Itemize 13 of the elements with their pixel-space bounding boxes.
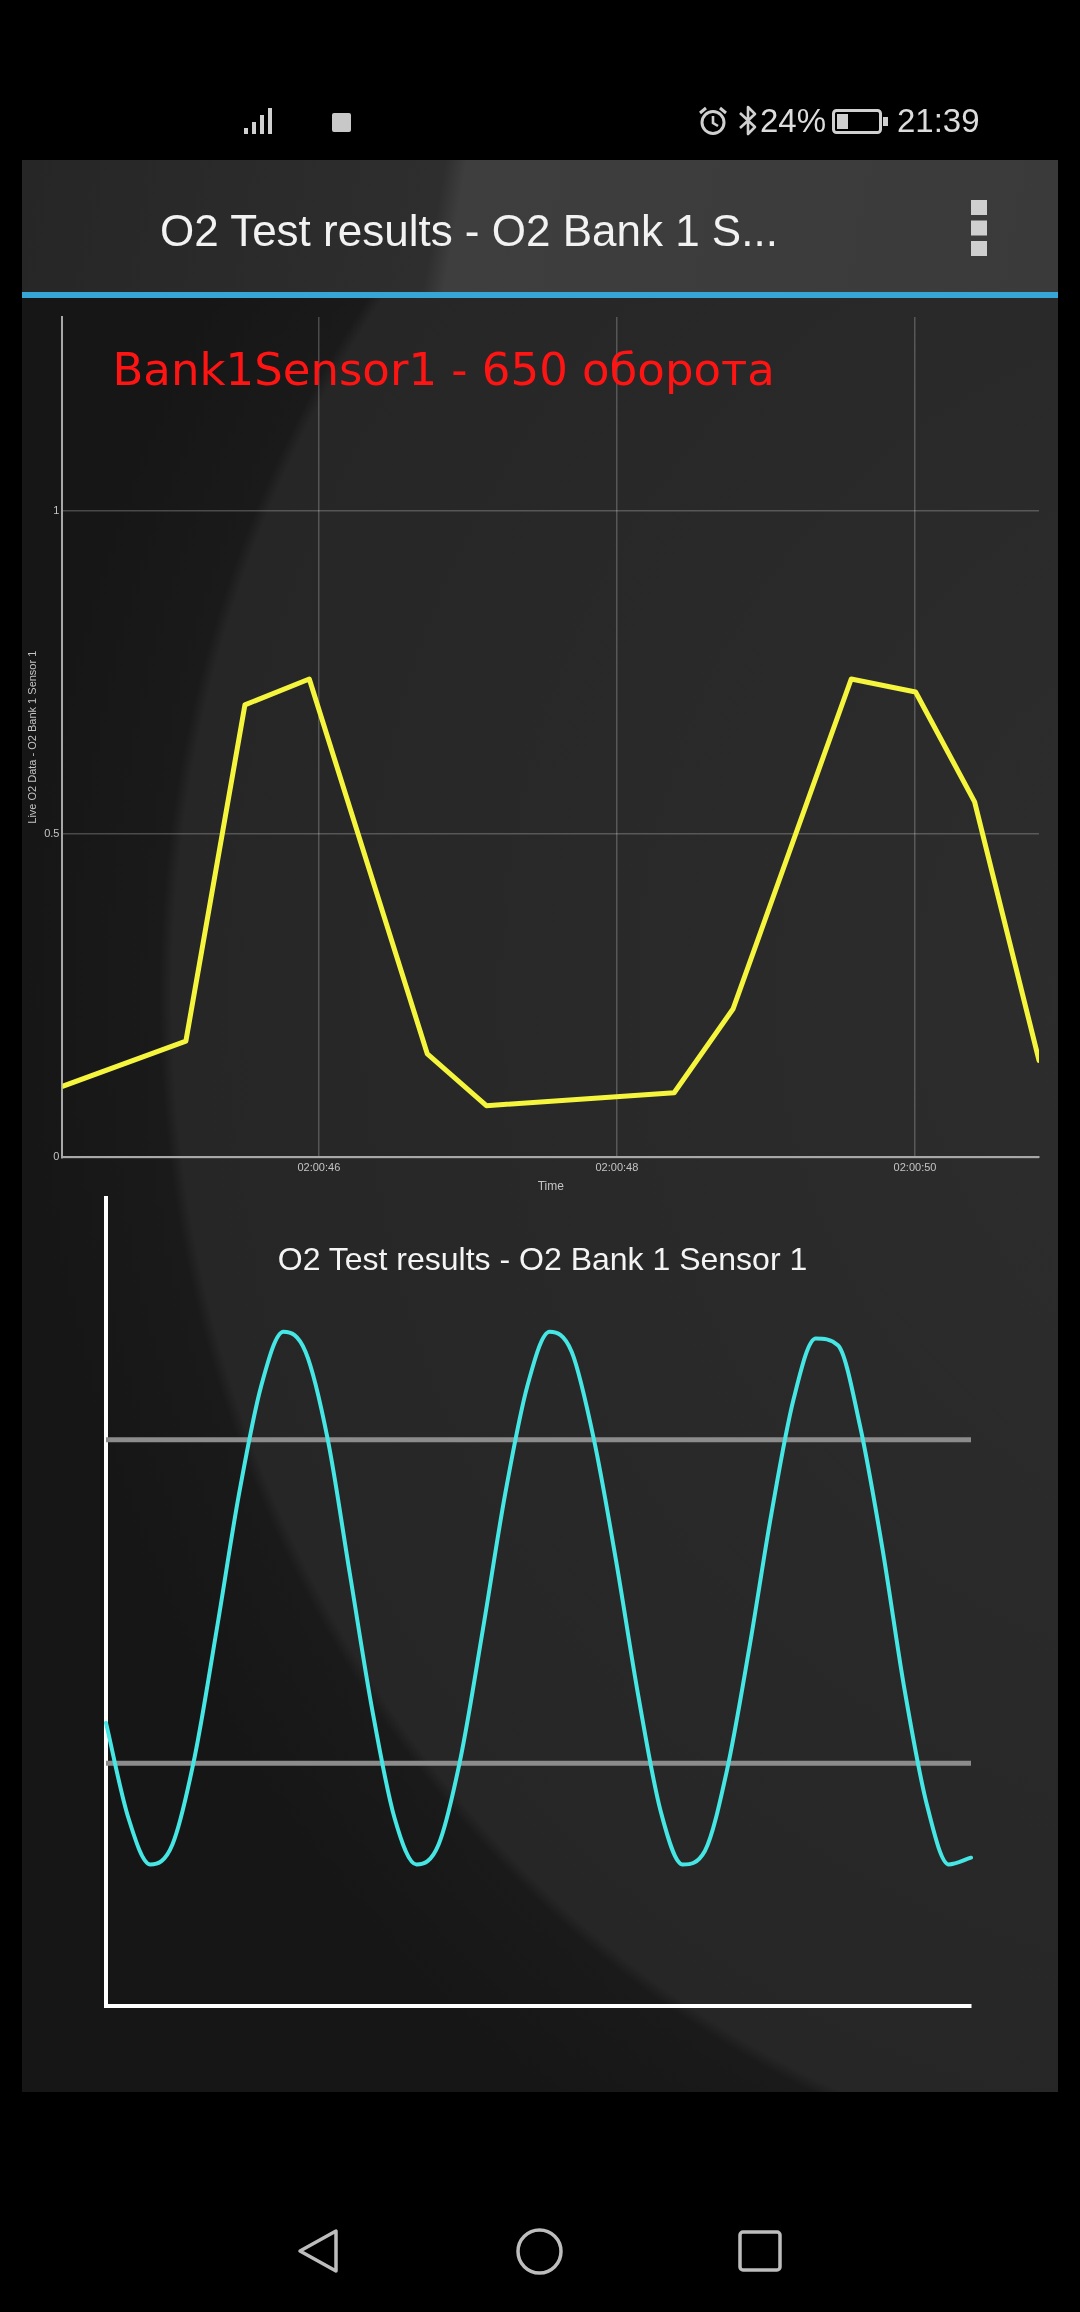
x-tick-label: 02:00:48 [595, 1161, 639, 1174]
text: 24% [760, 102, 827, 140]
y-tick-label: 1 [53, 503, 60, 516]
annotation: Bank1Sensor1 - 650 оборота [112, 343, 775, 396]
chart-title: O2 Test results - O2 Bank 1 S... [160, 206, 778, 256]
y-axis-title: Live O2 Data - O2 Bank 1 Sensor 1 [25, 650, 38, 824]
x-tick-label: 02:00:50 [893, 1161, 937, 1174]
y-tick-label: 0 [53, 1150, 60, 1163]
chart-title: O2 Test results - O2 Bank 1 Sensor 1 [277, 1241, 808, 1277]
y-tick-label: 0.5 [44, 827, 60, 840]
text: 21:39 [897, 102, 980, 140]
x-tick-label: 02:00:46 [297, 1161, 341, 1174]
x-axis-title: Time [537, 1179, 565, 1194]
